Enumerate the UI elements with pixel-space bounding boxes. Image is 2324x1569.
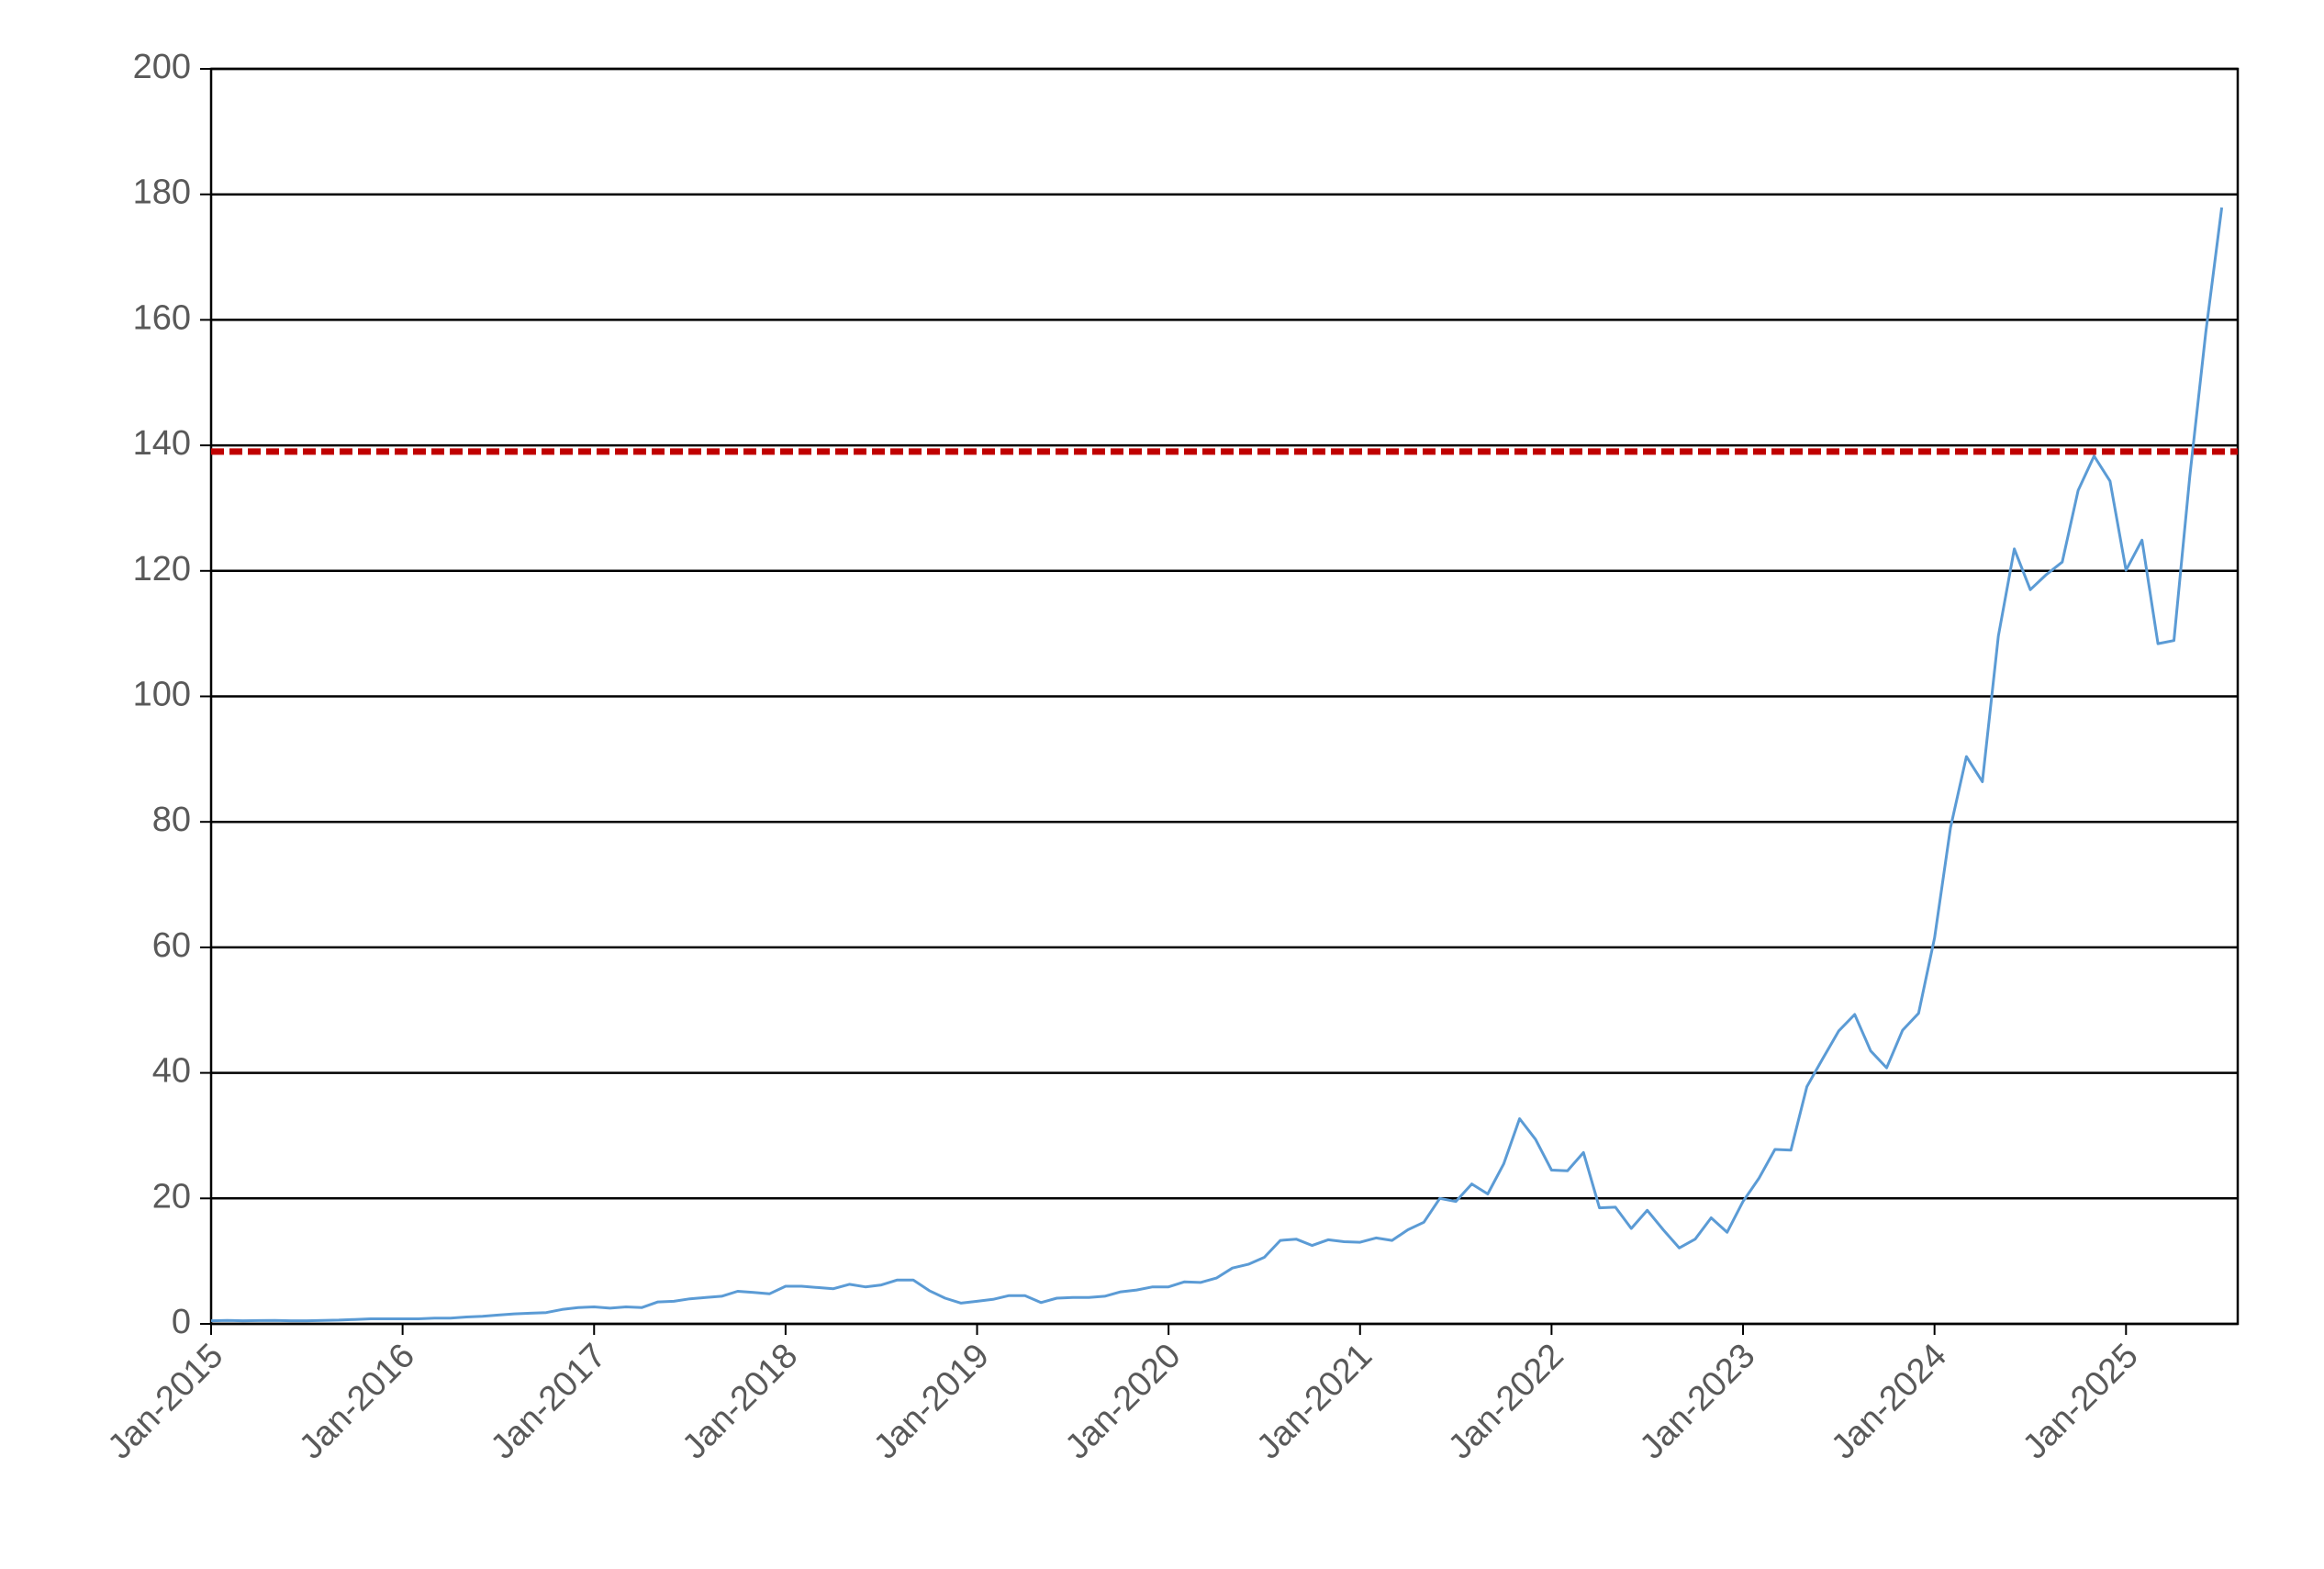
y-tick-label: 200 xyxy=(133,48,191,86)
price-line xyxy=(210,207,2224,1323)
x-tick-label: Jan-2016 xyxy=(292,1337,422,1467)
x-tick-label: Jan-2024 xyxy=(1824,1337,1954,1467)
x-tick-label: Jan-2020 xyxy=(1058,1337,1189,1467)
x-tick-label: Jan-2017 xyxy=(484,1337,614,1467)
y-tick-label: 60 xyxy=(152,926,191,965)
y-tick-label: 100 xyxy=(133,676,191,714)
y-tick-label: 180 xyxy=(133,174,191,212)
x-tick-label: Jan-2015 xyxy=(101,1337,231,1467)
x-tick-label: Jan-2025 xyxy=(2016,1337,2146,1467)
y-tick-label: 40 xyxy=(152,1052,191,1091)
x-tick-label: Jan-2018 xyxy=(676,1337,806,1467)
x-tick-label: Jan-2019 xyxy=(866,1337,997,1467)
plot-border xyxy=(209,67,2240,1326)
x-tick-label: Jan-2021 xyxy=(1249,1337,1380,1467)
y-tick-label: 160 xyxy=(133,298,191,337)
x-tick-label: Jan-2023 xyxy=(1633,1337,1763,1467)
x-tick-label: Jan-2022 xyxy=(1441,1337,1571,1467)
y-tick-label: 20 xyxy=(152,1177,191,1216)
y-tick-label: 120 xyxy=(133,550,191,588)
y-tick-label: 80 xyxy=(152,801,191,839)
y-tick-label: 140 xyxy=(133,424,191,463)
y-tick-label: 0 xyxy=(172,1303,191,1341)
